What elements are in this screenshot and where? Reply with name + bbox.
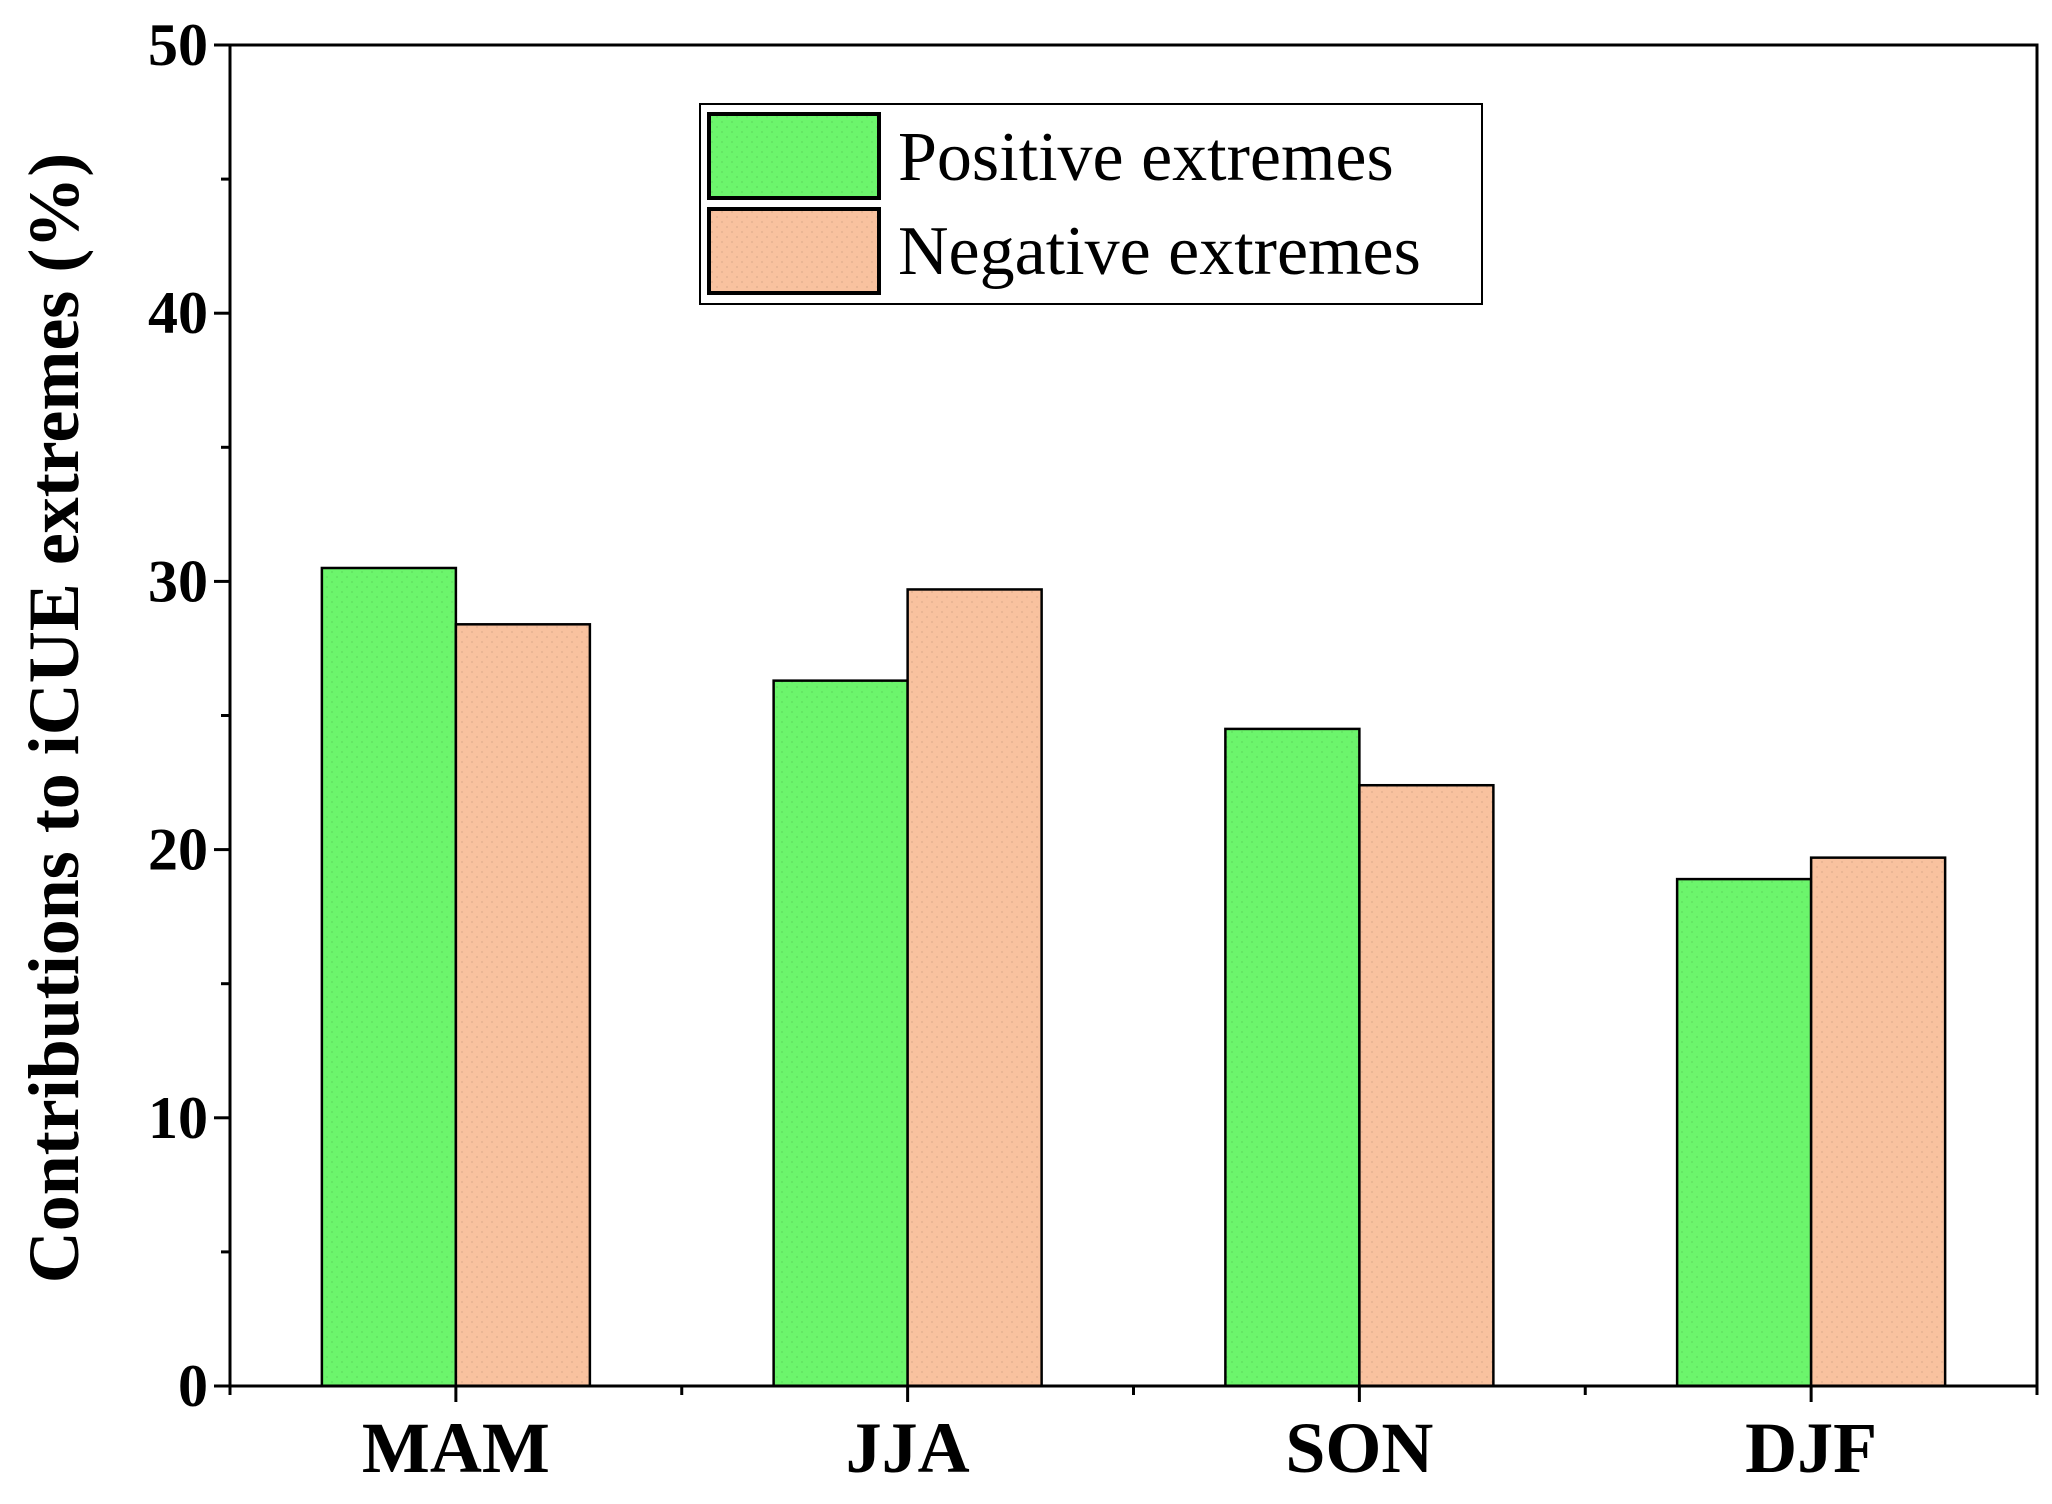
bar-texture: [1225, 728, 1360, 1386]
legend-label-negative: Negative extremes: [898, 213, 1421, 290]
y-tick-label: 10: [148, 1085, 208, 1151]
y-axis-ticks: 0 10 20 30 40 50: [148, 12, 230, 1419]
bar-texture: [1811, 857, 1946, 1386]
bar-texture: [321, 567, 456, 1386]
y-tick-label: 40: [148, 280, 208, 346]
bar-texture: [907, 589, 1042, 1386]
y-tick-label: 30: [148, 548, 208, 614]
legend: Positive extremes Negative extremes: [699, 103, 1483, 305]
legend-swatch-negative-dots: [709, 209, 879, 293]
bar-texture: [1677, 879, 1812, 1386]
x-axis-ticks: MAM JJA SON DJF: [228, 1386, 2039, 1488]
y-axis-title: Contributions to iCUE extremes (%): [14, 153, 94, 1284]
x-tick-label-son: SON: [1285, 1408, 1433, 1488]
bar-texture: [773, 680, 908, 1386]
y-tick-label: 0: [178, 1353, 208, 1419]
x-tick-label-jja: JJA: [846, 1408, 970, 1488]
legend-swatch-positive-dots: [709, 114, 879, 198]
legend-label-positive: Positive extremes: [898, 119, 1394, 196]
bar-texture: [1359, 785, 1494, 1386]
y-tick-label: 20: [148, 817, 208, 883]
y-tick-label: 50: [148, 12, 208, 78]
x-tick-label-mam: MAM: [362, 1408, 550, 1488]
bars-group: [320, 566, 1947, 1388]
x-tick-label-djf: DJF: [1745, 1408, 1877, 1488]
bar-texture: [455, 624, 590, 1386]
